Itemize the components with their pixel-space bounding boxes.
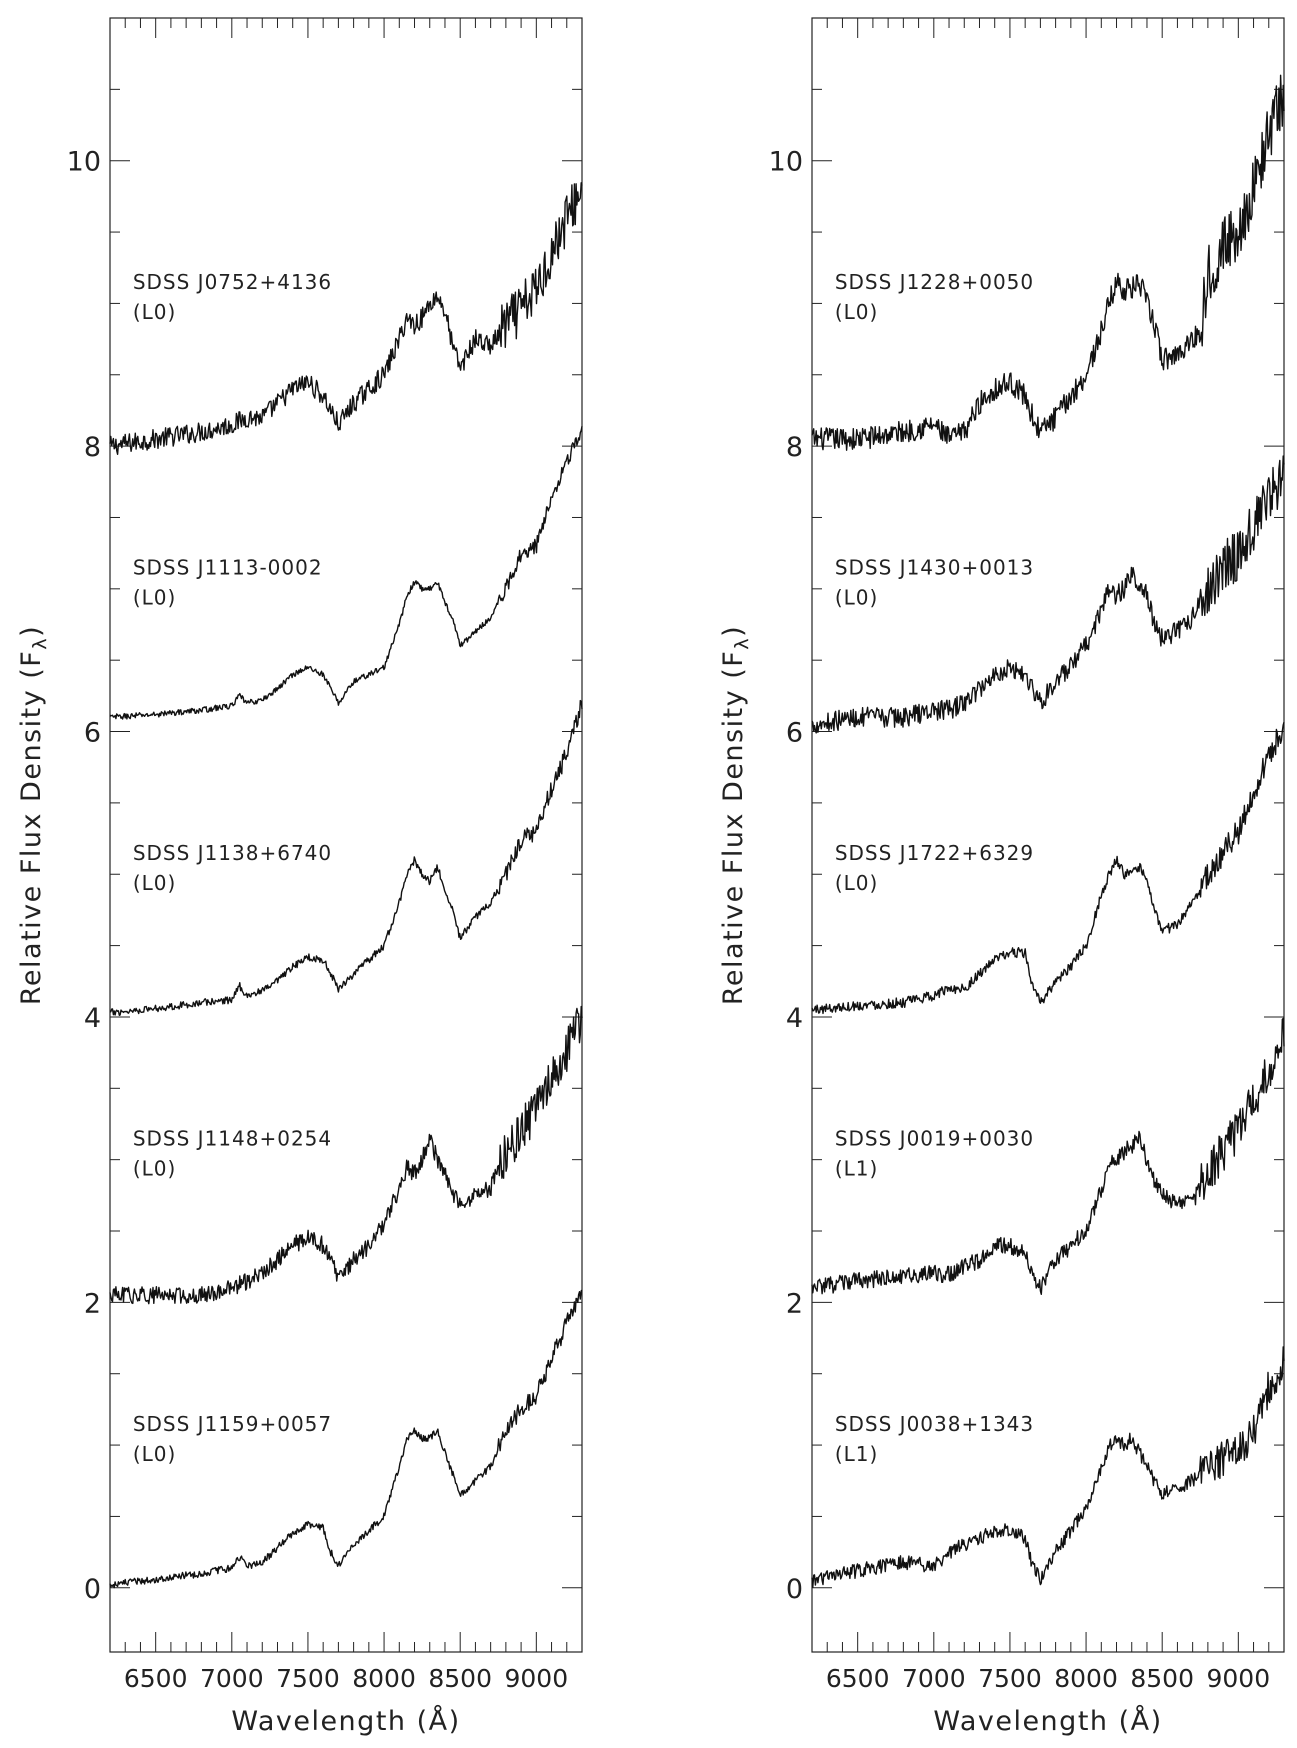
y-tick-label: 10 (67, 147, 101, 178)
y-axis-label-close: ) (16, 625, 47, 637)
series-name-label: SDSS J1138+6740 (133, 841, 332, 865)
y-axis-label-subscript: λ (731, 637, 753, 650)
x-tick-label: 8500 (428, 1664, 492, 1693)
y-axis-label-subscript: λ (29, 637, 51, 650)
spectrum-line (109, 1289, 583, 1589)
y-tick-label: 10 (769, 147, 803, 178)
series-name-label: SDSS J0019+0030 (835, 1126, 1034, 1150)
y-tick-label: 4 (84, 1003, 101, 1034)
x-tick-label: 9000 (1207, 1664, 1271, 1693)
series-type-label: (L0) (133, 871, 176, 895)
y-axis-label-close: ) (718, 625, 749, 637)
spectrum-line (811, 1017, 1285, 1295)
series-name-label: SDSS J1148+0254 (133, 1126, 332, 1150)
x-tick-label: 7000 (902, 1664, 966, 1693)
x-tick-label: 6500 (124, 1664, 188, 1693)
series-type-label: (L0) (835, 300, 878, 324)
series-type-label: (L0) (133, 1442, 176, 1466)
spectrum-line (811, 722, 1285, 1015)
spectrum-line (109, 1005, 583, 1305)
y-axis-label-text: Relative Flux Density (F (718, 650, 749, 1005)
y-axis-label: Relative Flux Density (Fλ) (718, 625, 753, 1005)
y-tick-label: 6 (786, 718, 803, 749)
series-type-label: (L0) (835, 871, 878, 895)
plot-frame (811, 17, 1285, 1653)
y-tick-label: 4 (786, 1003, 803, 1034)
y-tick-label: 2 (84, 1288, 101, 1319)
left-panel: 6500 7000 7500 8000 8500 9000 0 2 4 6 8 10 Wavelengt… (16, 17, 583, 1737)
series-name-label: SDSS J1228+0050 (835, 270, 1034, 294)
spectrum-line (811, 1346, 1285, 1588)
series-type-label: (L0) (835, 586, 878, 610)
y-tick-label: 2 (786, 1288, 803, 1319)
x-axis-label: Wavelength (Å) (933, 1705, 1162, 1737)
x-tick-label: 7500 (276, 1664, 340, 1693)
series-name-label: SDSS J1430+0013 (835, 556, 1034, 580)
y-tick-label: 0 (786, 1574, 803, 1605)
series-type-label: (L1) (835, 1156, 878, 1180)
plot-frame (109, 17, 583, 1653)
series-name-label: SDSS J1159+0057 (133, 1412, 332, 1436)
right-panel: 6500 7000 7500 8000 8500 9000 0 2 4 6 8 10 Wavelengt… (718, 17, 1285, 1737)
y-axis-label-text: Relative Flux Density (F (16, 650, 47, 1005)
x-tick-label: 7000 (200, 1664, 264, 1693)
x-tick-label: 6500 (826, 1664, 890, 1693)
spectrum-line (811, 74, 1285, 451)
x-tick-label: 8000 (1054, 1664, 1118, 1693)
series-type-label: (L0) (133, 1156, 176, 1180)
x-tick-label: 8000 (352, 1664, 416, 1693)
y-tick-label: 6 (84, 718, 101, 749)
x-tick-label: 9000 (505, 1664, 569, 1693)
series-name-label: SDSS J1113-0002 (133, 556, 323, 580)
series-type-label: (L0) (133, 300, 176, 324)
x-tick-label: 8500 (1130, 1664, 1194, 1693)
x-ticks (811, 17, 1285, 1652)
y-tick-label: 8 (786, 432, 803, 463)
series-name-label: SDSS J1722+6329 (835, 841, 1034, 865)
series-type-label: (L1) (835, 1442, 878, 1466)
spectrum-line (811, 455, 1285, 734)
series-name-label: SDSS J0752+4136 (133, 270, 332, 294)
x-tick-label: 7500 (978, 1664, 1042, 1693)
y-tick-label: 8 (84, 432, 101, 463)
y-axis-label: Relative Flux Density (Fλ) (16, 625, 51, 1005)
spectrum-line (109, 182, 583, 455)
x-ticks (109, 17, 583, 1652)
series-name-label: SDSS J0038+1343 (835, 1412, 1034, 1436)
spectrum-line (109, 699, 583, 1016)
x-axis-label: Wavelength (Å) (231, 1705, 460, 1737)
spectrum-line (109, 426, 583, 720)
series-type-label: (L0) (133, 586, 176, 610)
y-tick-label: 0 (84, 1574, 101, 1605)
